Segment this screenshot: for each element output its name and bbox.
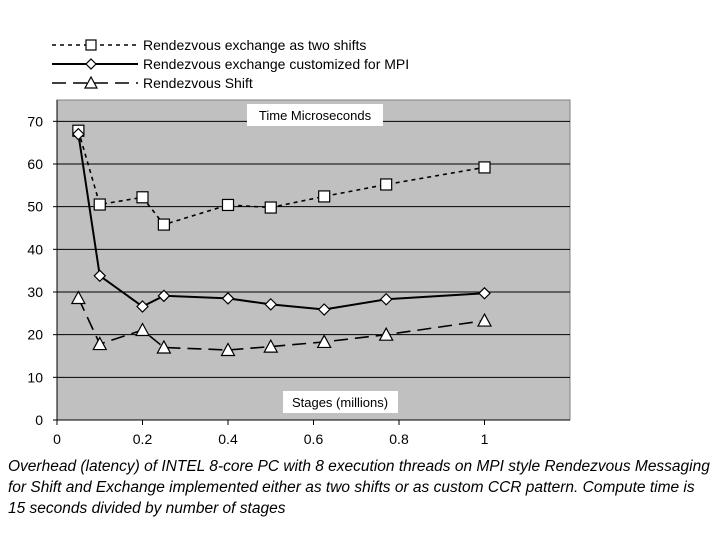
x-tick-label-0: 0 (53, 431, 61, 447)
y-tick-label-50: 50 (27, 199, 43, 215)
series-3-point-1 (70, 290, 86, 305)
series-1-point-2 (93, 198, 106, 211)
series-1-point-9 (478, 161, 491, 174)
chart-title-box (247, 104, 383, 126)
series-3-point-4 (156, 339, 172, 354)
series-2 (72, 127, 491, 316)
series-1-point-3 (136, 191, 149, 204)
x-tick-label-0.4: 0.4 (218, 431, 238, 447)
x-axis-label-box (283, 391, 398, 413)
legend-marker-3 (83, 75, 99, 89)
chart-title: Time Microseconds (259, 108, 372, 123)
y-tick-label-30: 30 (27, 284, 43, 300)
series-3-point-2 (92, 336, 108, 351)
series-3-point-8 (378, 326, 394, 341)
series-2-point-8 (379, 292, 393, 306)
series-1-point-6 (264, 201, 277, 214)
y-tick-labels: 0 10 20 30 40 50 60 70 (27, 113, 57, 428)
series-3-point-6 (263, 338, 279, 353)
series-3-point-3 (134, 322, 151, 337)
x-tick-label-0.8: 0.8 (389, 431, 409, 447)
x-tick-label-1: 1 (481, 431, 489, 447)
legend-marker-1 (85, 39, 97, 51)
x-tick-label-0.6: 0.6 (304, 431, 324, 447)
y-tick-label-10: 10 (27, 369, 43, 385)
series-1 (72, 124, 491, 231)
series-2-point-4 (157, 289, 171, 303)
series-3 (70, 290, 493, 357)
figure-caption: Overhead (latency) of INTEL 8-core PC wi… (8, 458, 710, 517)
x-axis-label: Stages (millions) (292, 395, 388, 410)
y-tick-label-0: 0 (35, 412, 43, 428)
series-2-point-6 (264, 298, 278, 311)
legend-label-2: Rendezvous exchange customized for MPI (143, 56, 409, 72)
plot-area (56, 99, 571, 421)
series-1-point-4 (157, 218, 170, 231)
series-2-point-9 (478, 286, 491, 300)
series-layer (70, 124, 493, 357)
y-tick-label-70: 70 (27, 113, 43, 129)
series-3-point-9 (476, 312, 493, 327)
series-1-point-7 (318, 190, 331, 203)
series-3-point-5 (220, 342, 236, 357)
series-2-point-2 (93, 269, 107, 283)
legend: Rendezvous exchange as two shifts Rendezv… (52, 37, 409, 91)
legend-label-3: Rendezvous Shift (143, 75, 253, 91)
series-1-point-5 (221, 198, 235, 212)
x-tick-label-0.2: 0.2 (133, 431, 153, 447)
y-tick-label-60: 60 (27, 156, 43, 172)
series-3-point-7 (316, 334, 332, 349)
series-2-point-1 (72, 127, 85, 141)
series-1-line (77, 130, 485, 226)
series-3-line (77, 297, 485, 351)
y-tick-label-20: 20 (27, 327, 43, 343)
x-tick-labels: 0 0.2 0.4 0.6 0.8 1 (53, 420, 489, 447)
chart: Rendezvous exchange as two shifts Rendezv… (27, 37, 571, 447)
legend-marker-2 (85, 58, 97, 70)
series-2-point-5 (221, 292, 235, 305)
series-1-point-8 (380, 178, 393, 191)
y-tick-label-40: 40 (27, 241, 43, 257)
legend-label-1: Rendezvous exchange as two shifts (143, 37, 366, 53)
series-2-point-7 (317, 303, 331, 316)
series-2-point-3 (136, 300, 149, 313)
